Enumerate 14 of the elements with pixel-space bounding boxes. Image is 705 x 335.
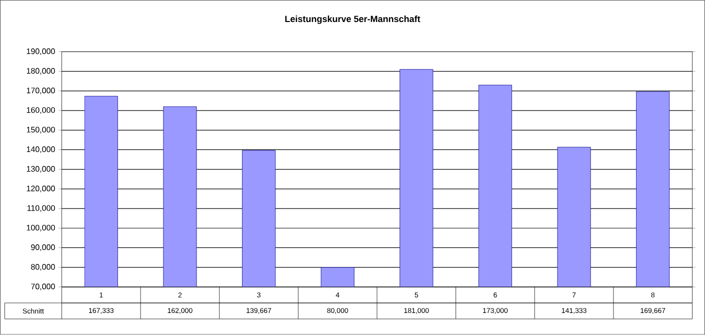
chart-title: Leistungskurve 5er-Mannschaft bbox=[285, 16, 420, 24]
y-tick-label: 120,000 bbox=[26, 186, 55, 192]
y-tick-label: 140,000 bbox=[26, 146, 55, 154]
y-tick-label: 80,000 bbox=[31, 264, 55, 271]
y-tick-label: 100,000 bbox=[26, 224, 55, 232]
y-tick-label: 70,000 bbox=[31, 284, 55, 290]
y-tick-label: 110,000 bbox=[27, 205, 55, 212]
y-tick-label: 190,000 bbox=[26, 48, 55, 56]
y-tick-label: 180,000 bbox=[26, 68, 55, 75]
y-tick-label: 160,000 bbox=[26, 107, 55, 114]
y-tick-label: 150,000 bbox=[26, 126, 55, 134]
y-tick-label: 90,000 bbox=[31, 244, 55, 252]
y-tick-label: 170,000 bbox=[26, 88, 55, 94]
y-tick-label: 130,000 bbox=[26, 166, 55, 173]
